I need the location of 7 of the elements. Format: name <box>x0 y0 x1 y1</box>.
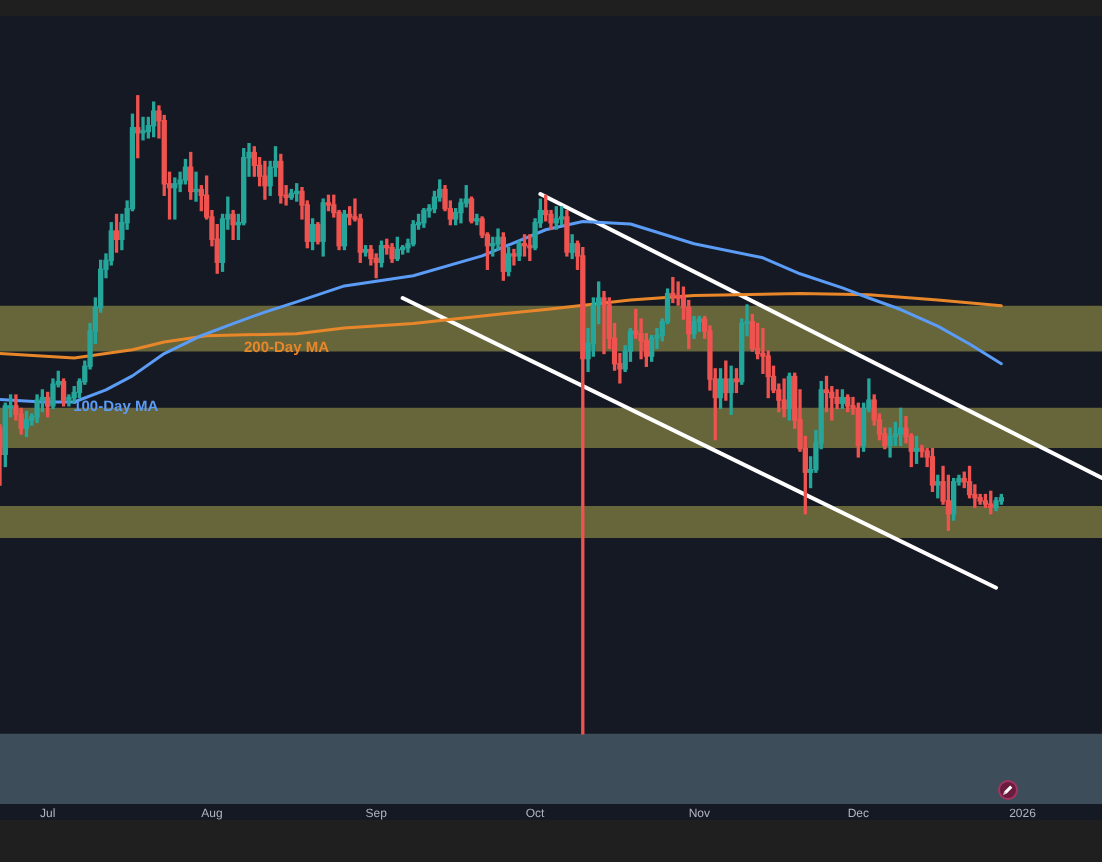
candlestick <box>140 116 146 141</box>
candlestick <box>511 248 517 266</box>
candlestick <box>193 171 199 202</box>
candlestick <box>601 290 607 355</box>
candlestick <box>66 394 72 407</box>
candlestick <box>670 276 676 304</box>
candlestick <box>781 378 787 418</box>
